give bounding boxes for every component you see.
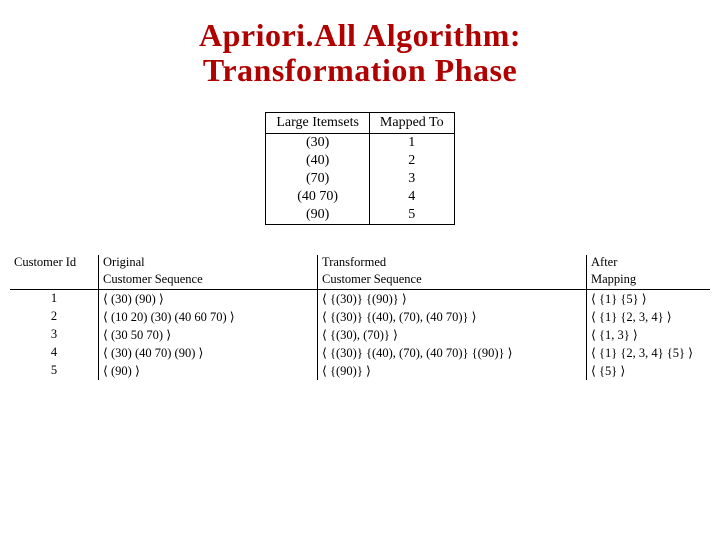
seq-header-trans2: Customer Sequence — [318, 272, 587, 290]
seq-header-orig2: Customer Sequence — [99, 272, 318, 290]
title-line-1: Apriori.All Algorithm: — [0, 18, 720, 53]
after-map: ⟨ {5} ⟩ — [587, 362, 711, 380]
after-map: ⟨ {1} {2, 3, 4} ⟩ — [587, 308, 711, 326]
seq-header-orig: Original — [99, 255, 318, 272]
table-row: 2 ⟨ (10 20) (30) (40 60 70) ⟩ ⟨ {(30)} {… — [10, 308, 710, 326]
sequence-table: Customer Id Original Transformed After C… — [10, 255, 710, 380]
after-map: ⟨ {1} {2, 3, 4} {5} ⟩ — [587, 344, 711, 362]
cust-id: 3 — [10, 326, 99, 344]
seq-header-map: After — [587, 255, 711, 272]
slide-title: Apriori.All Algorithm: Transformation Ph… — [0, 18, 720, 88]
seq-header-row-1: Customer Id Original Transformed After — [10, 255, 710, 272]
cust-id: 1 — [10, 290, 99, 309]
table-row: 3 ⟨ (30 50 70) ⟩ ⟨ {(30), (70)} ⟩ ⟨ {1, … — [10, 326, 710, 344]
table-row: (30)1 — [266, 134, 454, 153]
orig-seq: ⟨ (10 20) (30) (40 60 70) ⟩ — [99, 308, 318, 326]
seq-header-trans: Transformed — [318, 255, 587, 272]
seq-header-id: Customer Id — [10, 255, 99, 272]
after-map: ⟨ {1, 3} ⟩ — [587, 326, 711, 344]
mapped-cell: 2 — [369, 152, 454, 170]
itemset-cell: (70) — [266, 170, 370, 188]
cust-id: 2 — [10, 308, 99, 326]
orig-seq: ⟨ (30 50 70) ⟩ — [99, 326, 318, 344]
mapping-header-mapped: Mapped To — [369, 113, 454, 134]
trans-seq: ⟨ {(30), (70)} ⟩ — [318, 326, 587, 344]
mapped-cell: 5 — [369, 206, 454, 225]
mapped-cell: 1 — [369, 134, 454, 153]
itemset-cell: (30) — [266, 134, 370, 153]
itemset-cell: (40 70) — [266, 188, 370, 206]
trans-seq: ⟨ {(30)} {(40), (70), (40 70)} ⟩ — [318, 308, 587, 326]
cust-id: 4 — [10, 344, 99, 362]
seq-header-id2 — [10, 272, 99, 290]
orig-seq: ⟨ (90) ⟩ — [99, 362, 318, 380]
trans-seq: ⟨ {(90)} ⟩ — [318, 362, 587, 380]
table-row: 1 ⟨ (30) (90) ⟩ ⟨ {(30)} {(90)} ⟩ ⟨ {1} … — [10, 290, 710, 309]
table-row: (70)3 — [266, 170, 454, 188]
after-map: ⟨ {1} {5} ⟩ — [587, 290, 711, 309]
mapping-header-row: Large Itemsets Mapped To — [266, 113, 454, 134]
table-row: 4 ⟨ (30) (40 70) (90) ⟩ ⟨ {(30)} {(40), … — [10, 344, 710, 362]
table-row: (40)2 — [266, 152, 454, 170]
itemset-cell: (40) — [266, 152, 370, 170]
mapping-table: Large Itemsets Mapped To (30)1 (40)2 (70… — [265, 112, 454, 225]
table-row: (90)5 — [266, 206, 454, 225]
seq-header-map2: Mapping — [587, 272, 711, 290]
title-line-2: Transformation Phase — [0, 53, 720, 88]
orig-seq: ⟨ (30) (90) ⟩ — [99, 290, 318, 309]
mapping-header-itemsets: Large Itemsets — [266, 113, 370, 134]
orig-seq: ⟨ (30) (40 70) (90) ⟩ — [99, 344, 318, 362]
mapped-cell: 3 — [369, 170, 454, 188]
trans-seq: ⟨ {(30)} {(40), (70), (40 70)} {(90)} ⟩ — [318, 344, 587, 362]
mapped-cell: 4 — [369, 188, 454, 206]
table-row: (40 70)4 — [266, 188, 454, 206]
seq-header-row-2: Customer Sequence Customer Sequence Mapp… — [10, 272, 710, 290]
cust-id: 5 — [10, 362, 99, 380]
table-row: 5 ⟨ (90) ⟩ ⟨ {(90)} ⟩ ⟨ {5} ⟩ — [10, 362, 710, 380]
itemset-cell: (90) — [266, 206, 370, 225]
trans-seq: ⟨ {(30)} {(90)} ⟩ — [318, 290, 587, 309]
